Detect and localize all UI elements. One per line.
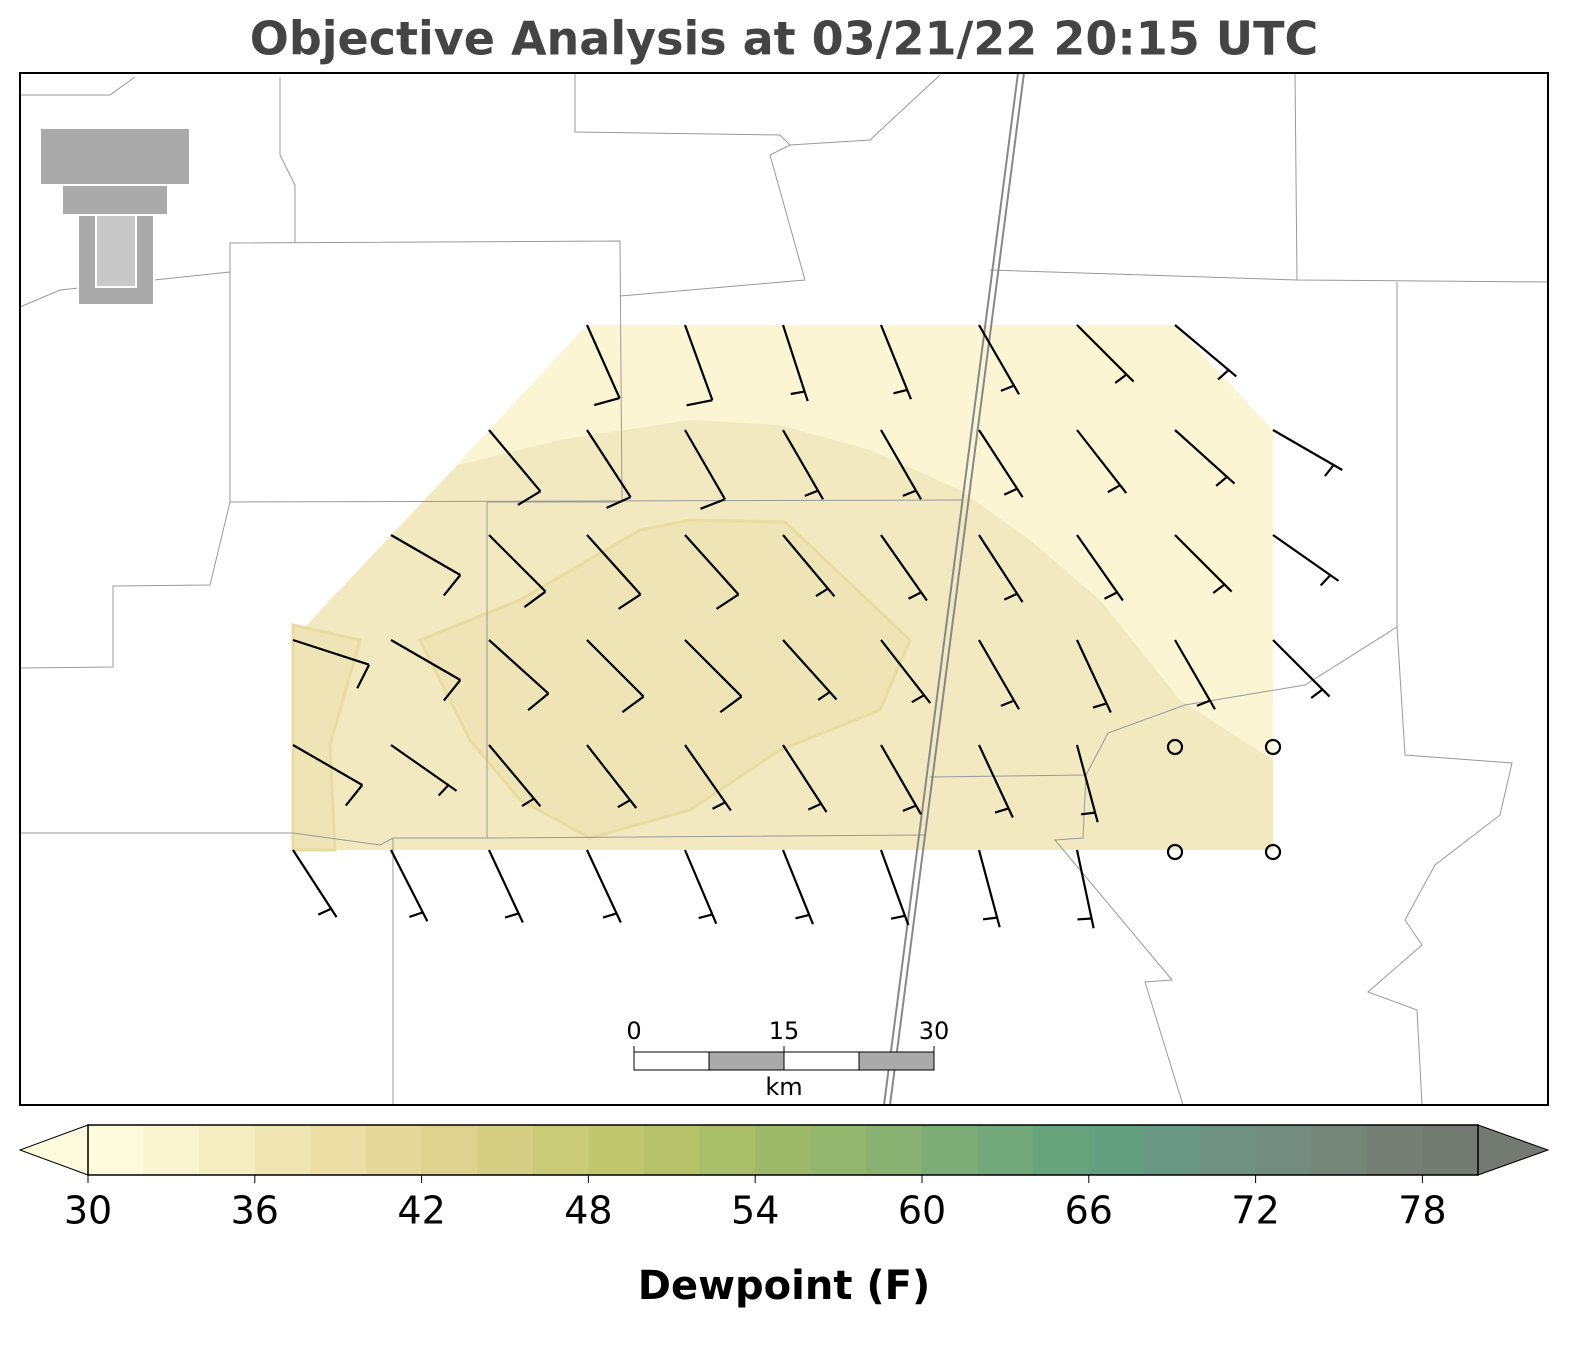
colorbar-tick-label: 48 — [564, 1189, 612, 1233]
colorbar-label: Dewpoint (F) — [638, 1263, 931, 1309]
colorbar-segment — [866, 1125, 923, 1175]
colorbar-segment — [977, 1125, 1034, 1175]
colorbar-segment — [755, 1125, 812, 1175]
colorbar-extend-high — [1477, 1124, 1550, 1176]
colorbar-segment — [1255, 1125, 1312, 1175]
scale-unit: km — [765, 1073, 802, 1101]
colorbar-segment — [1422, 1125, 1479, 1175]
map: km — [19, 72, 1549, 1106]
colorbar-segment — [588, 1125, 645, 1175]
colorbar-segment — [88, 1125, 145, 1175]
colorbar-segment — [1311, 1125, 1368, 1175]
colorbar-segment — [922, 1125, 979, 1175]
colorbar-frame — [87, 1124, 1479, 1176]
colorbar-tick-label: 30 — [64, 1189, 112, 1233]
colorbar-tick-label: 36 — [231, 1189, 279, 1233]
colorbar-segment — [810, 1125, 867, 1175]
wind-barbs — [278, 323, 1344, 933]
title: Objective Analysis at 03/21/22 20:15 UTC — [250, 12, 1319, 66]
scale-bar — [633, 1051, 935, 1071]
colorbar-segment — [477, 1125, 534, 1175]
colorbar-segment — [421, 1125, 478, 1175]
dewpoint-band — [417, 518, 912, 840]
colorbar-segment — [1144, 1125, 1201, 1175]
colorbar-segment — [366, 1125, 423, 1175]
colorbar-segment — [532, 1125, 589, 1175]
colorbar-segment — [644, 1125, 701, 1175]
colorbar-segment — [310, 1125, 367, 1175]
colorbar-segment — [1366, 1125, 1423, 1175]
colorbar-segment — [1200, 1125, 1257, 1175]
colorbar-segment — [143, 1125, 200, 1175]
colorbar-extend-low — [18, 1124, 89, 1176]
colorbar-segment — [1033, 1125, 1090, 1175]
highway — [883, 72, 1025, 1106]
colorbar-tick-label: 54 — [731, 1189, 779, 1233]
colorbar-tick-label: 60 — [898, 1189, 946, 1233]
logo — [39, 127, 191, 306]
colorbar-tick-label: 78 — [1398, 1189, 1446, 1233]
colorbar-segment — [254, 1125, 311, 1175]
scale-tick-label: 15 — [769, 1017, 800, 1045]
colorbar-segment — [199, 1125, 256, 1175]
map-frame — [19, 72, 1549, 1106]
colorbar-segment — [1088, 1125, 1145, 1175]
scale-tick-label: 30 — [919, 1017, 950, 1045]
colorbar-tick-label: 66 — [1065, 1189, 1113, 1233]
scale-tick-label: 0 — [626, 1017, 641, 1045]
dewpoint-band — [291, 623, 362, 852]
colorbar-tick-label: 42 — [397, 1189, 445, 1233]
colorbar-tick-label: 72 — [1231, 1189, 1279, 1233]
colorbar-segment — [699, 1125, 756, 1175]
